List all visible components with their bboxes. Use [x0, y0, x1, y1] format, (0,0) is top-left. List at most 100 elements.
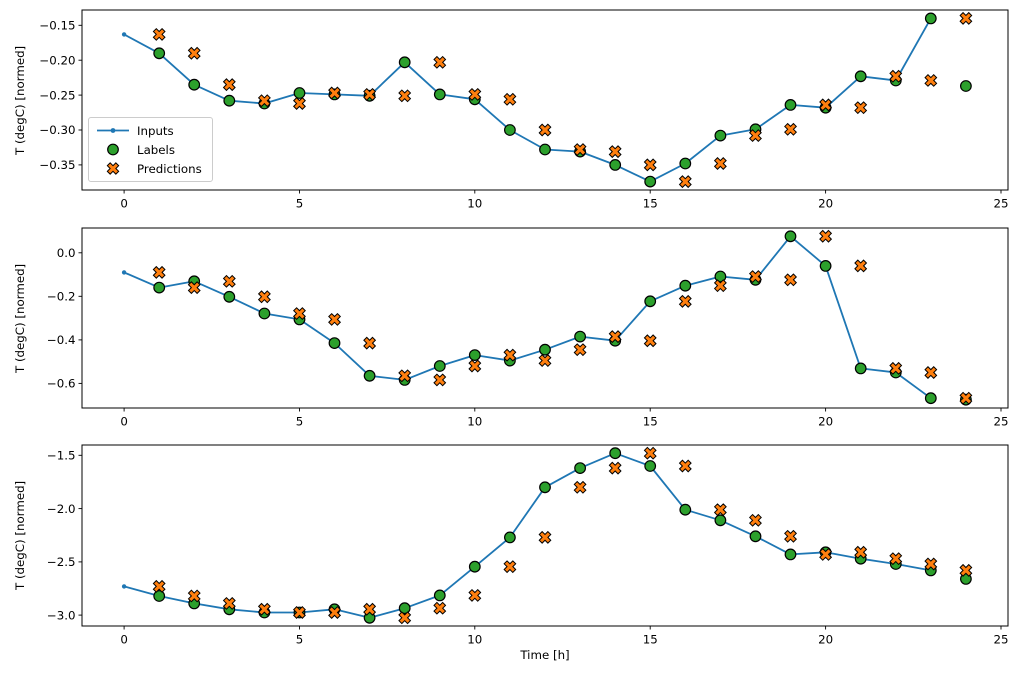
predictions-point [678, 459, 692, 473]
labels-series [153, 447, 972, 624]
axes-frame [81, 9, 1009, 191]
predictions-point [328, 605, 342, 619]
predictions-point [293, 97, 306, 110]
labels-point [960, 80, 972, 92]
labels-point [784, 98, 797, 111]
predictions-point [643, 158, 657, 172]
predictions-point [608, 330, 622, 344]
labels-point [293, 87, 306, 99]
labels-point [714, 129, 727, 142]
predictions-point [959, 391, 973, 405]
y-tick-label: 0.0 [57, 246, 76, 260]
y-tick-label: −0.30 [39, 123, 75, 137]
inputs-series [121, 451, 933, 620]
predictions-point [713, 503, 727, 517]
predictions-point [398, 369, 412, 383]
labels-point [819, 260, 832, 272]
predictions-point [222, 78, 236, 92]
labels-point [714, 514, 727, 527]
y-tick-label: −0.6 [47, 377, 76, 391]
predictions-point [398, 89, 412, 103]
x-tick-label: 10 [467, 197, 482, 211]
y-axis-label-subplot-2: T (degC) [normed] [13, 263, 27, 373]
x-tick-label: 10 [467, 415, 482, 429]
inputs-series [121, 16, 933, 184]
predictions-point [889, 361, 903, 375]
predictions-point [187, 46, 201, 60]
labels-point [433, 360, 446, 372]
predictions-point [819, 229, 833, 243]
x-tick-label: 15 [643, 633, 658, 647]
x-axis-label: Time [h] [520, 648, 570, 662]
labels-point [363, 369, 376, 382]
predictions-point [643, 334, 657, 348]
predictions-series [152, 446, 973, 625]
labels-point [468, 560, 481, 573]
labels-point [153, 281, 166, 294]
predictions-point [678, 175, 692, 189]
labels-point [609, 447, 622, 460]
predictions-point [187, 281, 201, 295]
labels-point [223, 94, 236, 107]
predictions-point [433, 373, 447, 387]
subplot-3: 0 5 10 15 20 25 −1.5 −2.0 −2.5 −3.0 [47, 444, 1009, 647]
predictions-point [328, 86, 342, 100]
labels-point [504, 531, 516, 544]
predictions-point [713, 279, 727, 293]
labels-point [924, 392, 937, 405]
labels-point [539, 481, 551, 494]
labels-point [328, 337, 341, 350]
predictions-point [187, 589, 201, 603]
predictions-point [854, 259, 868, 273]
labels-point [679, 503, 692, 516]
predictions-point [292, 307, 306, 321]
legend-entry-predictions: Predictions [96, 159, 202, 178]
labels-point [468, 349, 481, 362]
x-tick-label: 20 [818, 197, 833, 211]
axes-frame [81, 444, 1009, 627]
predictions-point [433, 55, 447, 69]
predictions-point [152, 265, 166, 279]
y-axis-label-subplot-3: T (degC) [normed] [13, 480, 27, 591]
y-tick-label: −2.5 [47, 555, 76, 569]
labels-point [784, 548, 797, 561]
labels-point [714, 270, 727, 283]
x-tick-label: 10 [467, 633, 482, 647]
subplot-2: 0 5 10 15 20 25 0.0 −0.2 −0.4 −0.6 [47, 227, 1009, 429]
predictions-point [889, 69, 903, 83]
predictions-point [819, 547, 833, 561]
labels-point [784, 230, 797, 243]
inputs-point [121, 584, 127, 589]
labels-point [854, 70, 867, 83]
predictions-point [573, 343, 587, 357]
predictions-point [748, 129, 762, 143]
inputs-series [121, 234, 933, 401]
predictions-point [363, 87, 377, 101]
predictions-point [748, 270, 762, 284]
y-tick-label: −0.20 [39, 53, 75, 67]
predictions-point [784, 529, 798, 543]
labels-point [539, 343, 551, 356]
y-tick-label: −0.35 [39, 158, 75, 172]
predictions-point [748, 513, 762, 527]
inputs-point [121, 32, 127, 37]
predictions-point [608, 145, 622, 159]
axes-frame [81, 227, 1009, 409]
y-tick-label: −1.5 [47, 449, 76, 463]
predictions-point [293, 606, 306, 619]
predictions-marker-icon [106, 162, 120, 175]
predictions-point [573, 143, 587, 157]
labels-point [258, 307, 271, 320]
y-tick-label: −0.25 [39, 88, 75, 102]
y-tick-label: −0.15 [39, 19, 75, 33]
x-tick-label: 25 [993, 197, 1008, 211]
x-tick-label: 0 [120, 415, 128, 429]
predictions-point [608, 461, 622, 475]
predictions-point [363, 602, 377, 616]
predictions-point [468, 588, 482, 602]
y-tick-label: −2.0 [47, 502, 76, 516]
labels-point [644, 295, 657, 308]
predictions-point [784, 122, 798, 136]
predictions-point [959, 11, 973, 25]
predictions-point [328, 312, 342, 326]
